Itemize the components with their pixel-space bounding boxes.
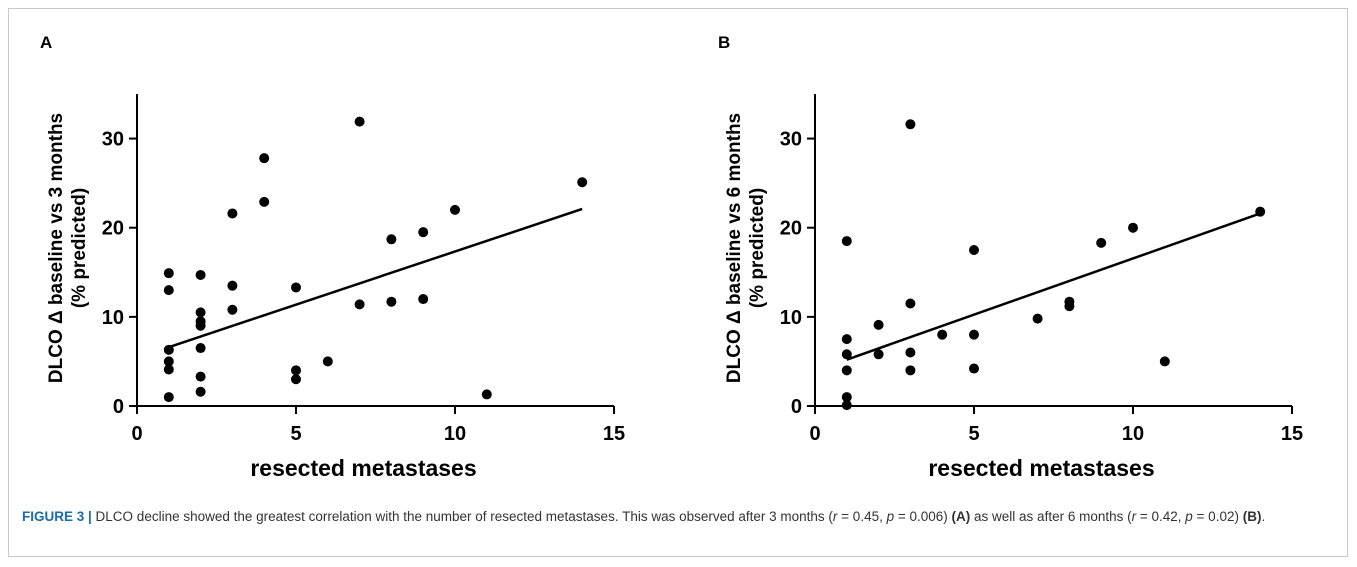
y-axis-label: (% predicted) [747,188,768,308]
data-point [195,269,206,280]
panel-label: B [718,33,730,52]
caption-p-value: = 0.006) [894,509,952,524]
data-point [195,320,206,331]
data-point [322,356,333,367]
x-axis-label: resected metastases [928,455,1154,481]
caption-p-symbol: p [886,509,895,524]
y-tick-label: 10 [780,307,802,329]
data-point [227,280,238,291]
data-point [354,299,365,310]
data-point [841,236,852,247]
data-point [905,365,916,376]
data-point [1032,313,1043,324]
data-point [1159,356,1170,367]
data-point [227,208,238,219]
data-point [259,196,270,207]
data-point [195,386,206,397]
y-tick-label: 0 [791,396,802,418]
data-point [937,329,948,340]
data-point [163,268,174,279]
data-point [841,334,852,345]
data-point [481,389,492,400]
y-axis-label: DLCO Δ baseline vs 6 months [724,113,745,383]
x-axis-label: resected metastases [250,455,476,481]
data-point [841,400,852,411]
caption-p-value: = 0.02) [1192,509,1243,524]
scatter-panel-b: B 0 10 20 30 0 5 10 15 resected metastases DLCO Δ … [718,33,1303,481]
y-tick-label: 10 [102,307,124,329]
y-tick-label: 30 [102,129,124,151]
x-tick-label: 15 [603,423,625,445]
data-point [1096,237,1107,248]
x-tick-label: 10 [444,423,466,445]
scatter-panel-a: A 0 10 20 30 0 5 10 15 resected metastases DLCO Δ … [40,33,625,481]
data-point [291,365,301,376]
figure-frame [8,8,1348,557]
y-tick-label: 0 [113,396,124,418]
data-point [1255,206,1266,217]
caption-panel-ref-a: (A) [951,509,971,524]
x-tick-label: 0 [809,423,820,445]
data-point [905,347,916,358]
caption-r-symbol: r [1131,509,1137,524]
data-point [386,296,397,307]
regression-line [846,212,1261,361]
figure-caption: FIGURE 3 | DLCO decline showed the great… [22,506,1338,527]
data-point [577,177,588,188]
x-tick-label: 15 [1281,423,1303,445]
data-point [873,349,884,360]
data-point [418,294,429,305]
data-point [163,392,174,403]
caption-text: . [1261,509,1266,524]
x-tick-label: 10 [1122,423,1144,445]
data-point [354,116,365,127]
data-point [969,245,979,255]
caption-p-symbol: p [1185,509,1193,524]
caption-panel-ref-b: (B) [1242,509,1262,524]
data-point [841,365,852,376]
data-point [905,119,916,130]
data-point [905,298,916,309]
panel-label: A [40,33,52,52]
caption-r-symbol: r [832,509,838,524]
caption-text: DLCO decline showed the greatest correla… [91,509,833,524]
data-point [163,356,174,367]
data-point [386,234,397,245]
data-point [418,227,429,238]
y-axis-label: DLCO Δ baseline vs 3 months [46,113,67,383]
caption-text: as well as after 6 months ( [970,509,1132,524]
data-point [969,363,979,374]
data-point [969,329,979,340]
x-tick-label: 5 [968,423,979,445]
x-tick-label: 5 [290,423,301,445]
caption-figure-label: FIGURE 3 | [22,509,92,524]
data-point [1064,301,1075,312]
data-point [841,392,852,403]
y-tick-label: 30 [780,129,802,151]
caption-r-value: = 0.42, [1136,509,1186,524]
data-point [195,307,206,318]
data-point [195,343,206,354]
data-point [291,282,301,293]
data-point [259,153,270,164]
data-point [163,285,174,296]
data-point [450,204,460,215]
data-point [195,371,206,382]
y-tick-label: 20 [780,218,802,240]
data-point [163,364,174,375]
data-point [841,349,852,360]
y-axis-label: (% predicted) [69,188,90,308]
y-tick-label: 20 [102,218,124,240]
data-point [873,319,884,330]
data-point [163,344,174,355]
data-point [291,374,301,385]
regression-line [168,207,583,349]
caption-r-value: = 0.45, [837,509,887,524]
data-point [227,304,238,315]
x-tick-label: 0 [131,423,142,445]
data-point [1128,222,1138,233]
